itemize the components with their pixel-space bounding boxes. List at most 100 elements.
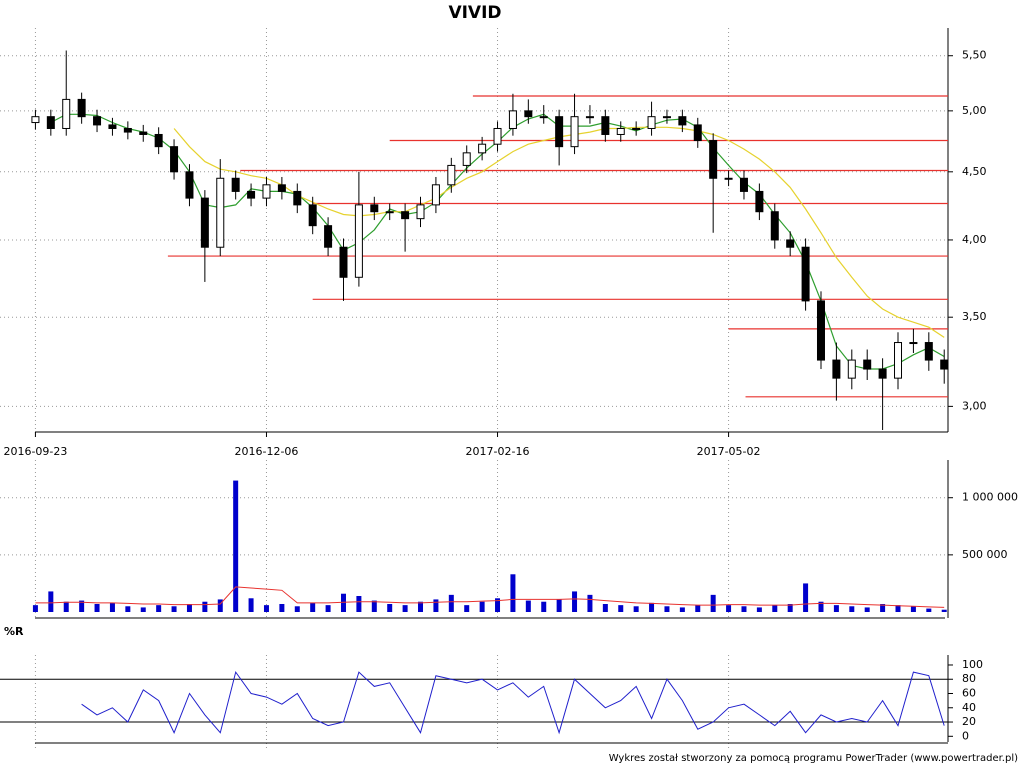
volume-bar — [895, 605, 901, 612]
candle-body — [909, 342, 918, 345]
candle-body — [924, 342, 933, 361]
y-tick-label: 3,50 — [962, 310, 987, 323]
volume-bar — [756, 607, 762, 612]
candle-body — [308, 204, 317, 227]
volume-bar — [279, 604, 285, 612]
x-tick-label: 2017-02-16 — [466, 445, 530, 458]
candle-body — [894, 342, 903, 379]
candle-body — [339, 246, 348, 278]
candle-body — [77, 98, 86, 118]
volume-bar — [633, 606, 639, 612]
candle-body — [401, 211, 410, 220]
volume-bar — [248, 598, 254, 612]
candle-body — [185, 171, 194, 199]
volume-bar — [941, 609, 947, 612]
candle-body — [570, 116, 579, 148]
volume-bar — [664, 606, 670, 612]
candle-body — [739, 177, 748, 192]
candle-body — [801, 246, 810, 302]
candle-body — [31, 116, 40, 124]
candle-body — [585, 116, 594, 119]
candle-body — [770, 211, 779, 241]
candle-body — [847, 359, 856, 379]
chart-title: VIVID — [448, 3, 501, 23]
volume-bar — [479, 601, 485, 612]
y-tick-label: 1 000 000 — [962, 491, 1018, 504]
y-tick-label: 100 — [962, 658, 983, 671]
volume-bar — [741, 606, 747, 612]
volume-bar — [310, 602, 316, 612]
candle-body — [108, 124, 117, 129]
volume-bar — [433, 599, 439, 612]
line — [35, 586, 945, 608]
volume-bar — [356, 596, 362, 612]
volume-bar — [94, 604, 100, 612]
volume-bar — [125, 606, 131, 612]
volume-bar — [726, 605, 732, 612]
line — [81, 670, 945, 735]
volume-bar — [880, 604, 886, 612]
volume-bar — [186, 604, 192, 612]
volume-bar — [649, 602, 655, 612]
volume-bar — [695, 605, 701, 612]
volume-bar — [464, 605, 470, 612]
volume-bar — [371, 600, 377, 612]
volume-bar — [618, 605, 624, 612]
volume-bar — [402, 605, 408, 612]
volume-bar — [510, 574, 516, 612]
x-tick-label: 2016-09-23 — [3, 445, 67, 458]
volume-bar — [772, 605, 778, 612]
candle-body — [832, 359, 841, 379]
candle-body — [478, 143, 487, 154]
volume-bar — [556, 599, 562, 612]
candle-body — [431, 184, 440, 206]
candle-body — [816, 300, 825, 361]
volume-bar — [294, 606, 300, 612]
y-tick-label: 5,50 — [962, 49, 987, 62]
candle-body — [447, 164, 456, 186]
volume-bar — [233, 480, 239, 612]
volume-bar — [864, 607, 870, 612]
x-tick-label: 2016-12-06 — [235, 445, 299, 458]
candle-body — [508, 110, 517, 129]
volume-bar — [541, 601, 547, 612]
y-tick-label: 4,50 — [962, 165, 987, 178]
volume-bar — [63, 601, 69, 612]
volume-bar — [833, 605, 839, 612]
volume-bar — [910, 606, 916, 612]
volume-bar — [495, 598, 501, 612]
candle-body — [262, 184, 271, 199]
candle-body — [247, 190, 256, 199]
candle-body — [878, 368, 887, 379]
volume-bar — [448, 594, 454, 612]
candle-body — [416, 204, 425, 220]
candle-body — [863, 359, 872, 370]
x-tick-label: 2017-05-02 — [697, 445, 761, 458]
candle-body — [200, 197, 209, 248]
volume-bar — [32, 605, 38, 612]
candle-body — [709, 140, 718, 179]
volume-bar — [171, 606, 177, 612]
candle-body — [385, 211, 394, 214]
candle-body — [678, 116, 687, 126]
volume-bar — [525, 600, 531, 612]
volume-bar — [156, 605, 162, 612]
y-tick-label: 500 000 — [962, 548, 1008, 561]
candle-body — [324, 225, 333, 248]
y-tick-label: 5,00 — [962, 104, 987, 117]
candle-body — [493, 127, 502, 145]
candle-body — [277, 184, 286, 192]
y-tick-label: 60 — [962, 687, 976, 700]
y-tick-label: 4,00 — [962, 233, 987, 246]
candle-body — [755, 190, 764, 213]
candle-body — [524, 110, 533, 118]
volume-bar — [849, 606, 855, 612]
volume-bar — [48, 591, 54, 612]
volume-bar — [79, 600, 85, 612]
volume-bar — [587, 594, 593, 612]
volume-bar — [418, 601, 424, 612]
candle-body — [616, 127, 625, 135]
volume-bar — [818, 601, 824, 612]
candle-body — [786, 239, 795, 248]
